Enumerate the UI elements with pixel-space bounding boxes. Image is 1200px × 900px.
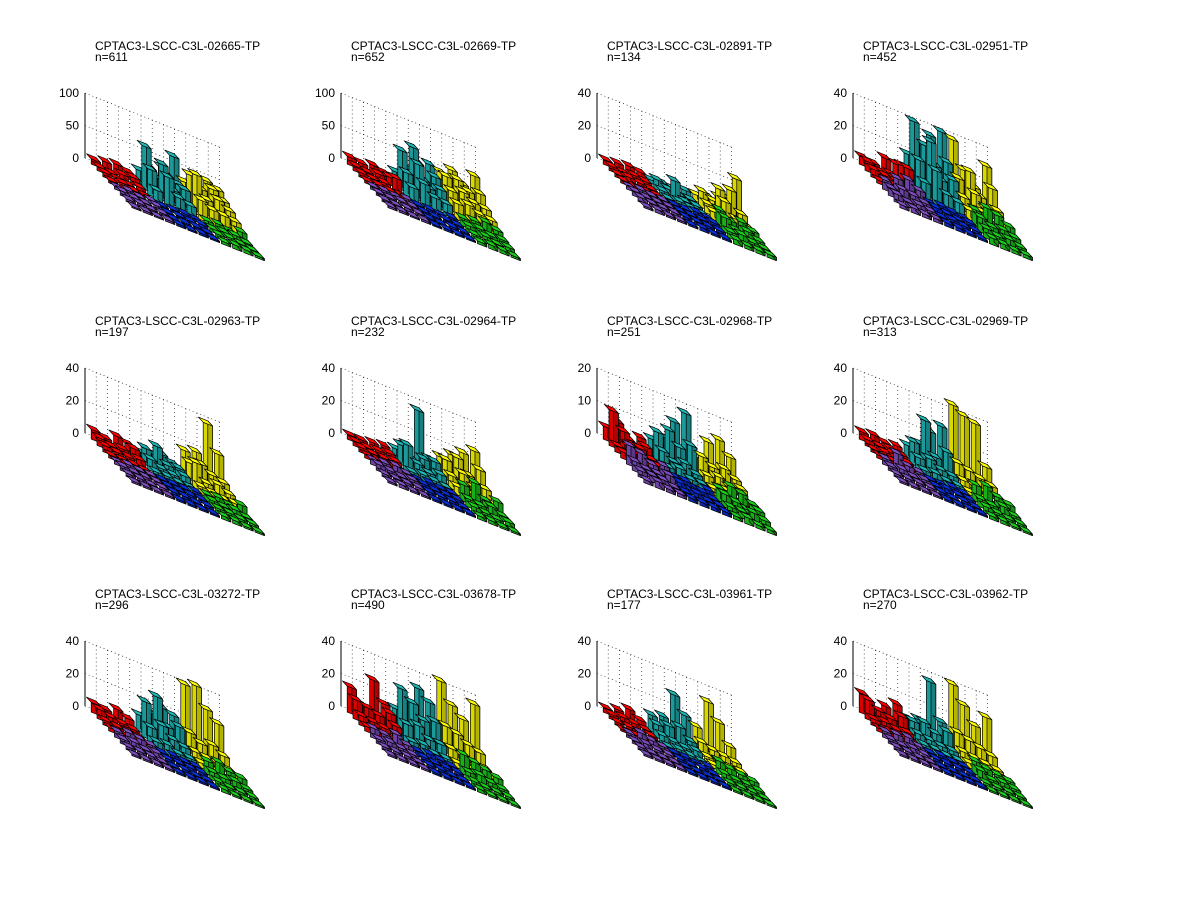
z-tick-label: 40 [834, 361, 848, 375]
z-tick-label: 0 [72, 151, 79, 165]
subplot-title: CPTAC3-LSCC-C3L-02963-TP [95, 314, 261, 328]
bar3d-plot: 0 50 100 [315, 86, 521, 262]
bar3d-plot: 0 50 100 [59, 86, 265, 262]
z-tick-label: 0 [72, 426, 79, 440]
bar3d-plot: 0 20 40 [322, 361, 521, 537]
subplot-count: n=197 [95, 325, 129, 339]
subplot-count: n=296 [95, 598, 129, 612]
z-tick-label: 40 [834, 634, 848, 648]
subplot-panel: 0 20 40 CPTAC3-LSCC-C3L-02963-TP n=197 [40, 305, 295, 537]
bar3d-plot: 0 20 40 [322, 634, 521, 810]
z-tick-label: 0 [584, 151, 591, 165]
z-tick-label: 0 [584, 699, 591, 713]
subplot-count: n=490 [351, 598, 385, 612]
subplot-title: CPTAC3-LSCC-C3L-02891-TP [607, 39, 773, 53]
subplot-count: n=232 [351, 325, 385, 339]
z-tick-label: 50 [66, 119, 80, 133]
z-tick-label: 0 [584, 426, 591, 440]
subplot-panel: 0 20 40 CPTAC3-LSCC-C3L-02964-TP n=232 [296, 305, 551, 537]
z-tick-label: 20 [834, 667, 848, 681]
subplot-count: n=452 [863, 50, 897, 64]
subplot-count: n=134 [607, 50, 641, 64]
z-tick-label: 40 [578, 634, 592, 648]
subplot-panel: 0 50 100 CPTAC3-LSCC-C3L-02669-TP n=652 [296, 30, 551, 262]
subplot-title: CPTAC3-LSCC-C3L-02669-TP [351, 39, 517, 53]
z-tick-label: 40 [322, 634, 336, 648]
bar3d-plot: 0 20 40 [66, 361, 265, 537]
subplot-panel: 0 50 100 CPTAC3-LSCC-C3L-02665-TP n=611 [40, 30, 295, 262]
z-tick-label: 40 [322, 361, 336, 375]
z-tick-label: 40 [578, 86, 592, 100]
subplot-title: CPTAC3-LSCC-C3L-02968-TP [607, 314, 773, 328]
z-tick-label: 0 [328, 151, 335, 165]
subplot-panel: 0 20 40 CPTAC3-LSCC-C3L-02969-TP n=313 [808, 305, 1063, 537]
bar3d-plot: 0 20 40 [834, 86, 1033, 262]
z-tick-label: 100 [59, 86, 79, 100]
z-tick-label: 0 [328, 699, 335, 713]
subplot-title: CPTAC3-LSCC-C3L-02951-TP [863, 39, 1029, 53]
z-tick-label: 40 [66, 361, 80, 375]
subplot-title: CPTAC3-LSCC-C3L-03678-TP [351, 587, 517, 601]
subplot-count: n=177 [607, 598, 641, 612]
subplot-count: n=611 [95, 50, 128, 64]
z-tick-label: 100 [315, 86, 335, 100]
bar3d-plot: 0 20 40 [578, 634, 777, 810]
subplot-panel: 0 20 40 CPTAC3-LSCC-C3L-03961-TP n=177 [552, 578, 807, 810]
subplot-title: CPTAC3-LSCC-C3L-03962-TP [863, 587, 1029, 601]
subplot-panel: 0 20 40 CPTAC3-LSCC-C3L-03962-TP n=270 [808, 578, 1063, 810]
z-tick-label: 20 [66, 667, 80, 681]
z-tick-label: 20 [66, 394, 80, 408]
subplot-panel: 0 10 20 CPTAC3-LSCC-C3L-02968-TP n=251 [552, 305, 807, 537]
subplot-panel: 0 20 40 CPTAC3-LSCC-C3L-03272-TP n=296 [40, 578, 295, 810]
z-tick-label: 0 [840, 699, 847, 713]
subplot-panel: 0 20 40 CPTAC3-LSCC-C3L-02951-TP n=452 [808, 30, 1063, 262]
z-tick-label: 40 [66, 634, 80, 648]
z-tick-label: 20 [322, 394, 336, 408]
z-tick-label: 20 [834, 119, 848, 133]
subplot-title: CPTAC3-LSCC-C3L-03961-TP [607, 587, 773, 601]
subplot-count: n=251 [607, 325, 641, 339]
z-tick-label: 0 [328, 426, 335, 440]
z-tick-label: 0 [72, 699, 79, 713]
subplot-title: CPTAC3-LSCC-C3L-03272-TP [95, 587, 261, 601]
subplot-count: n=313 [863, 325, 897, 339]
z-tick-label: 20 [578, 667, 592, 681]
subplot-count: n=270 [863, 598, 897, 612]
z-tick-label: 20 [578, 361, 592, 375]
bar3d-plot: 0 20 40 [834, 634, 1033, 810]
z-tick-label: 20 [322, 667, 336, 681]
z-tick-label: 40 [834, 86, 848, 100]
bar3d-plot: 0 20 40 [66, 634, 265, 810]
z-tick-label: 0 [840, 151, 847, 165]
bar3d-plot: 0 20 40 [834, 361, 1033, 537]
subplot-title: CPTAC3-LSCC-C3L-02964-TP [351, 314, 517, 328]
subplot-title: CPTAC3-LSCC-C3L-02665-TP [95, 39, 261, 53]
subplot-count: n=652 [351, 50, 385, 64]
subplot-title: CPTAC3-LSCC-C3L-02969-TP [863, 314, 1029, 328]
z-tick-label: 20 [578, 119, 592, 133]
bar3d-plot: 0 10 20 [578, 361, 777, 537]
z-tick-label: 10 [578, 394, 592, 408]
subplot-panel: 0 20 40 CPTAC3-LSCC-C3L-03678-TP n=490 [296, 578, 551, 810]
z-tick-label: 50 [322, 119, 336, 133]
bar3d-plot: 0 20 40 [578, 86, 777, 262]
z-tick-label: 20 [834, 394, 848, 408]
z-tick-label: 0 [840, 426, 847, 440]
subplot-panel: 0 20 40 CPTAC3-LSCC-C3L-02891-TP n=134 [552, 30, 807, 262]
